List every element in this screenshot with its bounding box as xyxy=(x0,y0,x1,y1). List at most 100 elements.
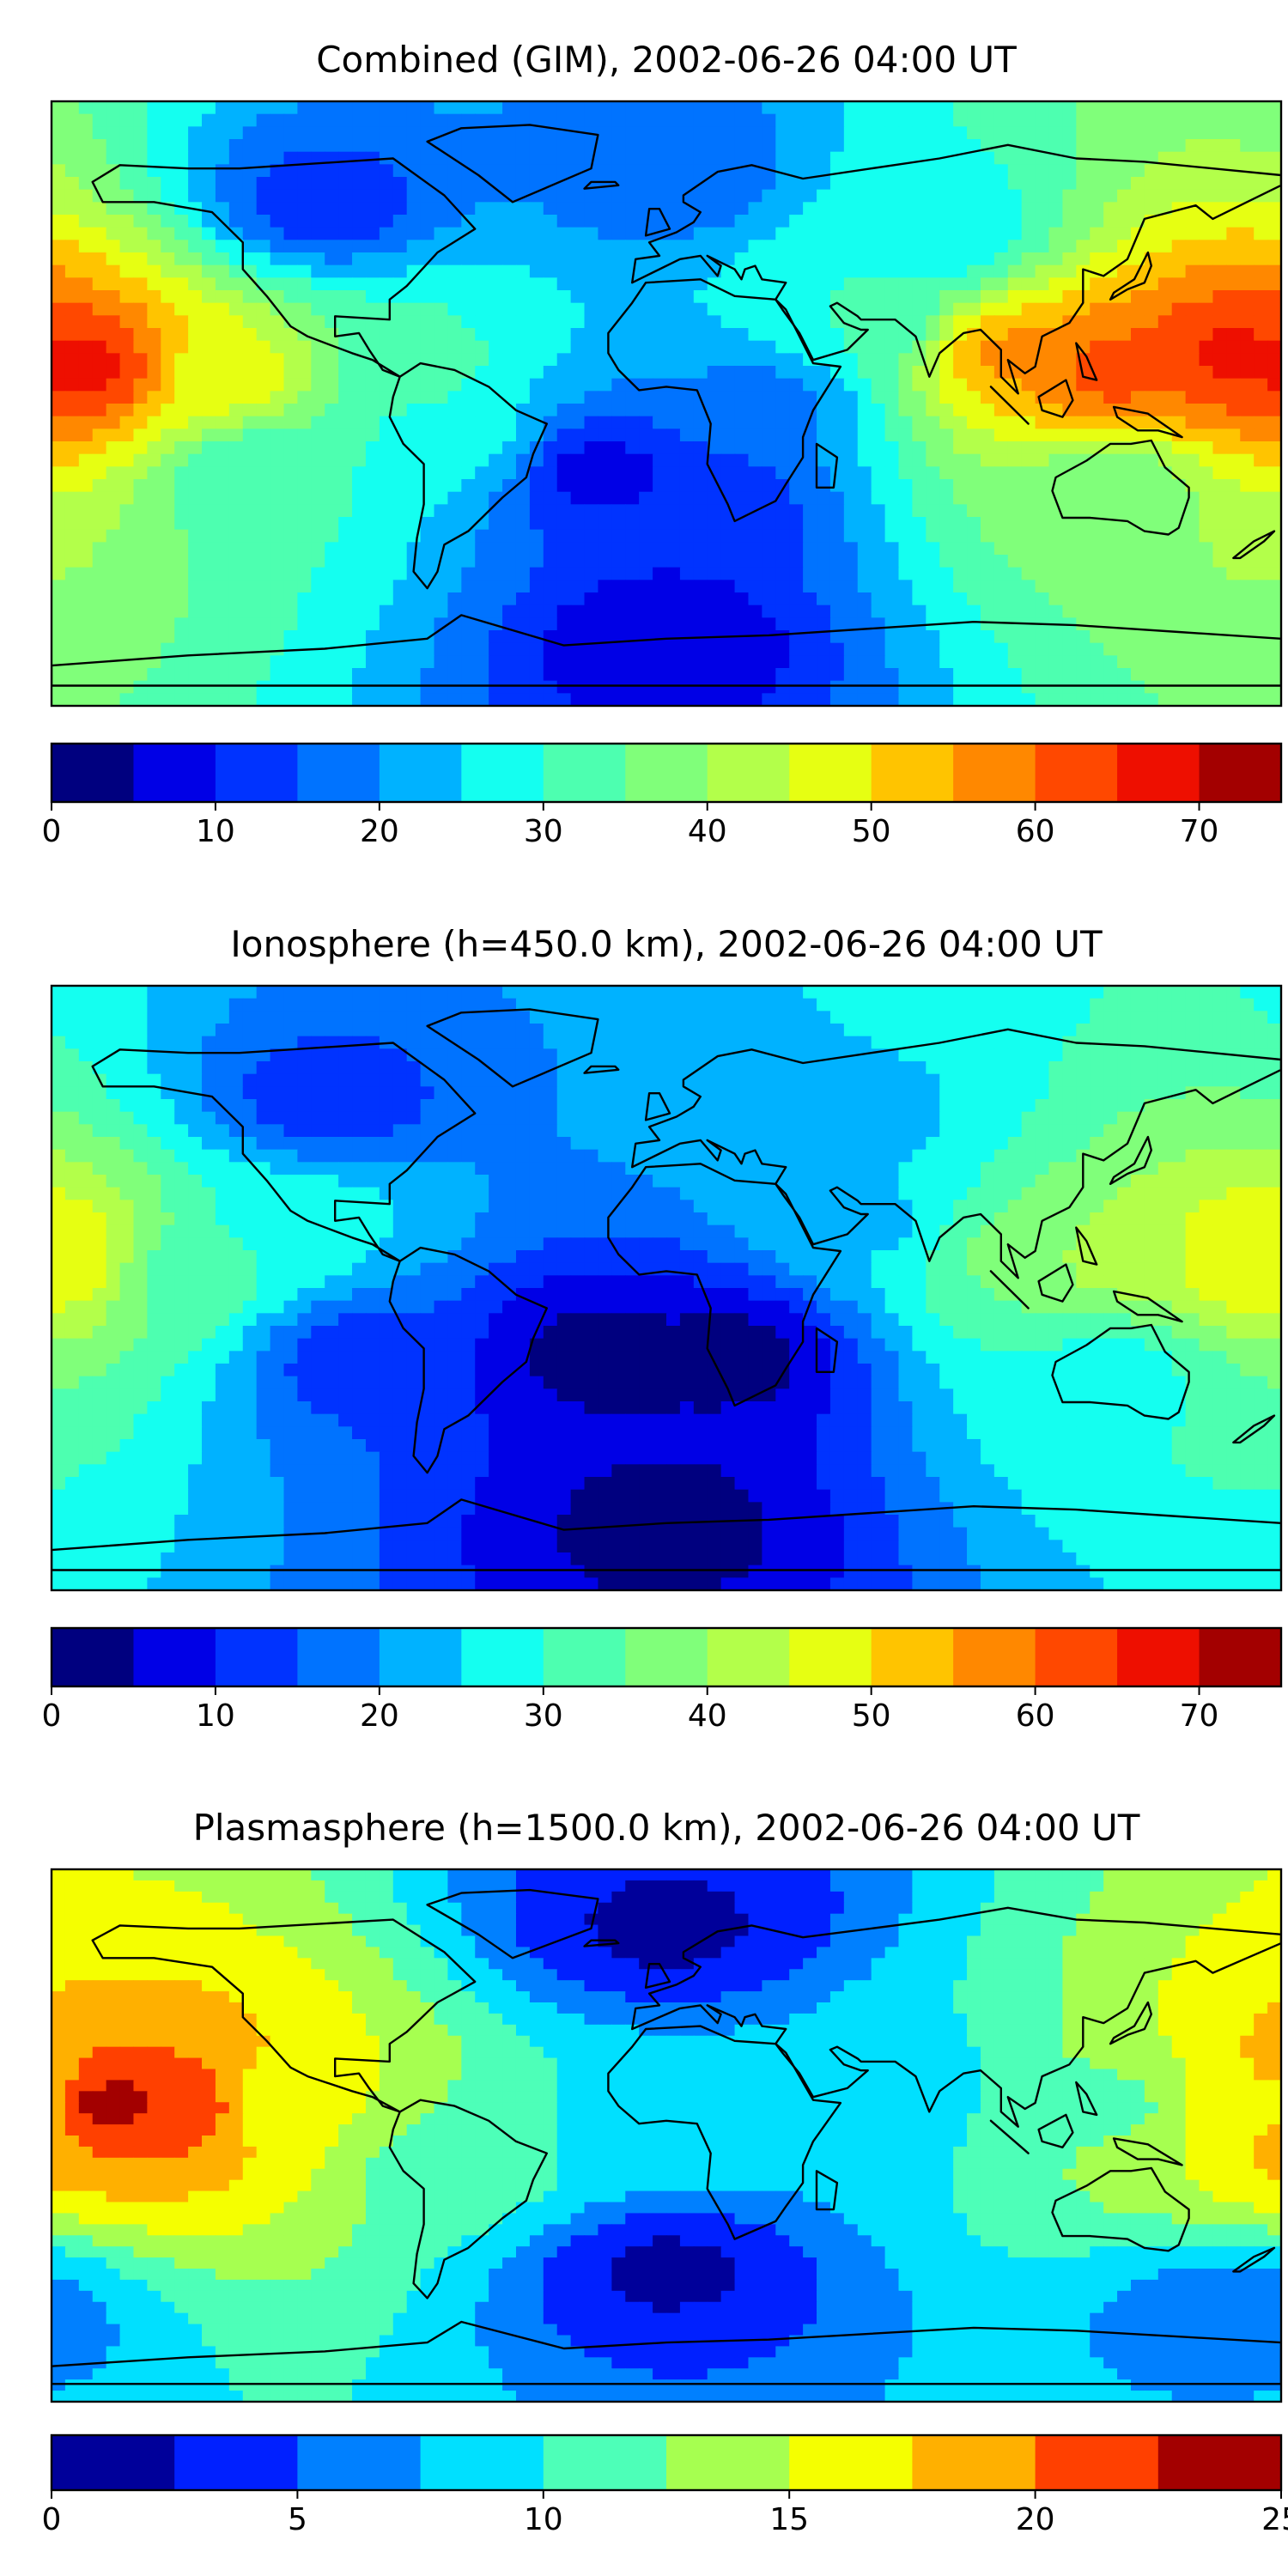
field-cell xyxy=(993,466,1009,480)
field-cell xyxy=(106,416,121,429)
field-cell xyxy=(1171,404,1187,417)
field-cell xyxy=(1021,428,1036,442)
field-cell xyxy=(352,1024,367,1037)
field-cell xyxy=(748,555,762,568)
field-cell xyxy=(188,567,203,580)
field-cell xyxy=(775,1036,790,1049)
field-cell xyxy=(215,189,230,203)
field-cell xyxy=(803,504,817,518)
field-cell xyxy=(666,252,681,266)
colorbar-segment xyxy=(1117,744,1200,802)
colorbar-segment xyxy=(543,744,626,802)
field-cell xyxy=(980,617,995,631)
field-cell xyxy=(734,655,750,669)
field-cell xyxy=(953,680,968,694)
field-cell xyxy=(106,126,121,140)
field-cell xyxy=(1240,215,1255,228)
field-cell xyxy=(1103,668,1118,682)
field-cell xyxy=(1021,1061,1036,1075)
field-cell xyxy=(543,555,558,568)
field-cell xyxy=(898,617,913,631)
field-cell xyxy=(1267,580,1281,593)
field-cell xyxy=(52,592,66,606)
field-cell xyxy=(817,340,831,354)
field-cell xyxy=(283,466,298,480)
field-cell xyxy=(52,1036,66,1049)
field-cell xyxy=(502,378,517,392)
field-cell xyxy=(133,353,148,367)
field-cell xyxy=(92,240,107,253)
field-cell xyxy=(967,630,981,644)
field-cell xyxy=(625,453,640,467)
field-cell xyxy=(1185,101,1200,115)
field-cell xyxy=(1076,998,1091,1012)
field-cell xyxy=(775,555,790,568)
field-cell xyxy=(447,215,462,228)
field-cell xyxy=(242,491,258,505)
field-cell xyxy=(884,404,900,417)
colorbar-tick-label: 50 xyxy=(852,814,891,849)
field-cell xyxy=(1130,441,1145,455)
field-cell xyxy=(1171,189,1187,203)
field-cell xyxy=(133,290,148,304)
field-cell xyxy=(161,302,175,316)
field-cell xyxy=(980,164,995,178)
field-cell xyxy=(475,126,489,140)
field-cell xyxy=(325,290,339,304)
field-cell xyxy=(829,466,845,480)
field-cell xyxy=(475,986,489,999)
field-cell xyxy=(926,680,940,694)
field-cell xyxy=(52,189,66,203)
field-cell xyxy=(475,1024,489,1037)
field-cell xyxy=(1117,504,1132,518)
field-cell xyxy=(967,642,981,656)
field-cell xyxy=(1157,1061,1173,1075)
field-cell xyxy=(639,302,653,316)
field-cell xyxy=(775,391,790,404)
field-cell xyxy=(898,113,913,127)
field-cell xyxy=(325,126,339,140)
field-cell xyxy=(679,668,695,682)
field-cell xyxy=(570,139,586,153)
field-cell xyxy=(161,1061,175,1075)
field-cell xyxy=(639,1024,653,1037)
field-cell xyxy=(748,227,762,240)
field-cell xyxy=(653,466,667,480)
field-cell xyxy=(1171,340,1187,354)
field-cell xyxy=(475,113,489,127)
field-cell xyxy=(228,555,244,568)
field-cell xyxy=(106,227,121,240)
field-cell xyxy=(611,1036,626,1049)
field-cell xyxy=(1185,1024,1200,1037)
field-cell xyxy=(1130,328,1145,342)
field-cell xyxy=(857,227,872,240)
field-cell xyxy=(1185,315,1200,329)
field-cell xyxy=(570,215,586,228)
field-cell xyxy=(489,479,503,493)
field-cell xyxy=(993,617,1009,631)
field-cell xyxy=(1157,189,1173,203)
field-cell xyxy=(912,202,927,216)
field-cell xyxy=(270,353,285,367)
field-cell xyxy=(720,302,736,316)
field-cell xyxy=(202,151,216,165)
field-cell xyxy=(147,693,161,706)
field-cell xyxy=(1157,491,1173,505)
field-cell xyxy=(52,391,66,404)
field-cell xyxy=(748,404,762,417)
field-cell xyxy=(653,655,667,669)
field-cell xyxy=(1035,202,1050,216)
field-cell xyxy=(857,1061,872,1075)
field-cell xyxy=(215,1048,230,1062)
field-cell xyxy=(556,227,572,240)
field-cell xyxy=(556,668,572,682)
field-cell xyxy=(1007,340,1023,354)
field-cell xyxy=(871,290,886,304)
field-cell xyxy=(283,1061,298,1075)
field-cell xyxy=(789,580,804,593)
field-cell xyxy=(119,998,135,1012)
field-cell xyxy=(1062,1036,1077,1049)
field-cell xyxy=(352,101,367,115)
field-cell xyxy=(1157,998,1173,1012)
field-cell xyxy=(980,605,995,618)
